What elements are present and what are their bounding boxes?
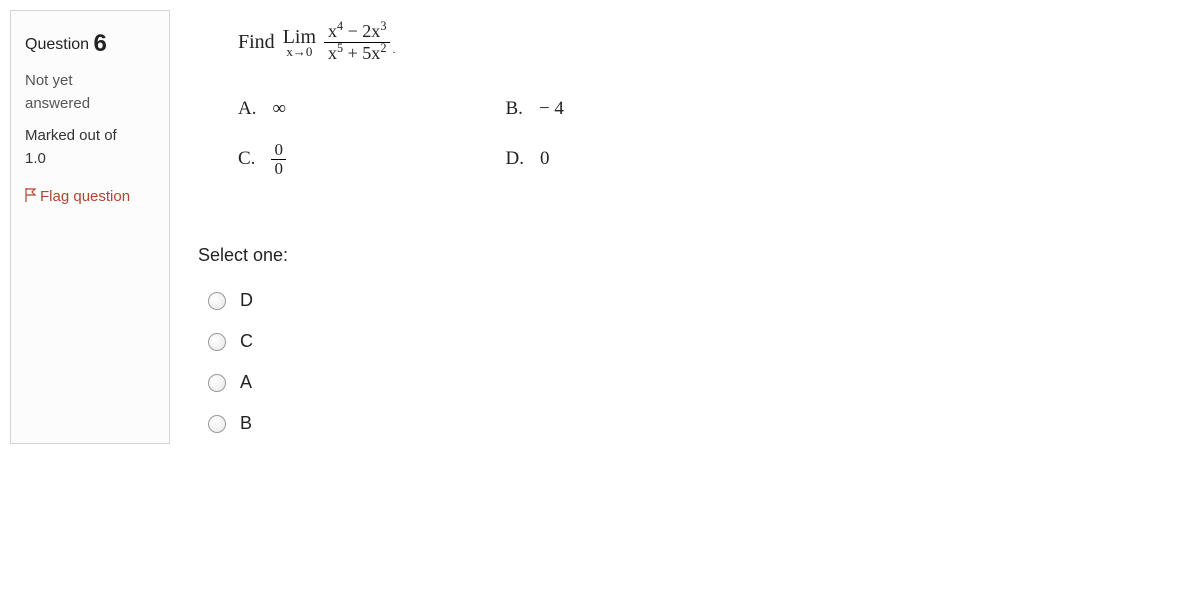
- choice-A: A. ∞: [238, 91, 506, 127]
- fraction-denominator: x5 + 5x2: [324, 42, 390, 63]
- option-label-D: D: [240, 290, 253, 311]
- choice-B: B. − 4: [506, 91, 774, 127]
- option-row-D[interactable]: D: [198, 280, 1190, 321]
- choice-B-value: − 4: [539, 98, 564, 120]
- question-number: 6: [94, 30, 107, 57]
- question-body: Find Lim x→0 x4 − 2x3 x5 + 5x2 . A. ∞: [198, 10, 813, 211]
- tail-dot: .: [392, 42, 395, 57]
- flag-question-link[interactable]: Flag question: [25, 186, 130, 210]
- select-one-label: Select one:: [198, 245, 1190, 266]
- answer-choices: A. ∞ C. 0 0 B. − 4: [238, 91, 773, 192]
- find-text: Find: [238, 31, 275, 54]
- option-row-A[interactable]: A: [198, 362, 1190, 403]
- question-word: Question: [25, 36, 89, 53]
- option-label-B: B: [240, 413, 252, 434]
- answer-column-left: A. ∞ C. 0 0: [238, 91, 506, 192]
- page-container: Question 6 Not yet answered Marked out o…: [10, 10, 1190, 444]
- question-grade: Marked out of 1.0: [25, 125, 155, 170]
- select-one-block: Select one: D C A B: [198, 245, 1190, 444]
- flag-label: Flag question: [40, 188, 130, 205]
- fraction-numerator: x4 − 2x3: [324, 22, 390, 42]
- question-content: Find Lim x→0 x4 − 2x3 x5 + 5x2 . A. ∞: [198, 10, 1190, 444]
- question-info-card: Question 6 Not yet answered Marked out o…: [10, 10, 170, 444]
- question-state: Not yet answered: [25, 70, 155, 115]
- choice-D: D. 0: [506, 141, 774, 177]
- choice-C: C. 0 0: [238, 141, 506, 178]
- fraction: x4 − 2x3 x5 + 5x2: [324, 22, 390, 63]
- option-label-A: A: [240, 372, 252, 393]
- flag-icon: [25, 187, 37, 210]
- option-label-C: C: [240, 331, 253, 352]
- radio-A[interactable]: [208, 374, 226, 392]
- radio-C[interactable]: [208, 333, 226, 351]
- question-text: Find Lim x→0 x4 − 2x3 x5 + 5x2 .: [238, 22, 773, 63]
- radio-B[interactable]: [208, 415, 226, 433]
- question-number-label: Question 6: [25, 25, 155, 63]
- choice-A-value: ∞: [272, 98, 286, 120]
- choice-C-value: 0 0: [271, 141, 286, 178]
- limit-operator: Lim x→0: [283, 27, 316, 58]
- answer-column-right: B. − 4 D. 0: [506, 91, 774, 192]
- choice-D-value: 0: [540, 148, 550, 170]
- option-row-B[interactable]: B: [198, 403, 1190, 444]
- option-row-C[interactable]: C: [198, 321, 1190, 362]
- radio-D[interactable]: [208, 292, 226, 310]
